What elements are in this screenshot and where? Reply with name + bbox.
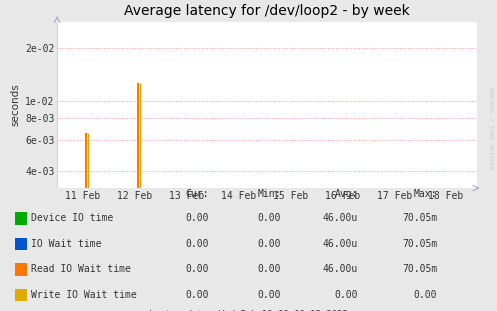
Text: 0.00: 0.00 — [257, 264, 281, 274]
Y-axis label: seconds: seconds — [11, 84, 21, 126]
Text: 0.00: 0.00 — [257, 239, 281, 249]
Text: 70.05m: 70.05m — [402, 239, 437, 249]
Text: 46.00u: 46.00u — [323, 264, 358, 274]
Text: 0.00: 0.00 — [257, 213, 281, 223]
Text: 70.05m: 70.05m — [402, 264, 437, 274]
Text: Read IO Wait time: Read IO Wait time — [31, 264, 131, 274]
Text: 0.00: 0.00 — [414, 290, 437, 300]
Text: Write IO Wait time: Write IO Wait time — [31, 290, 137, 300]
Text: Max:: Max: — [414, 189, 437, 199]
Text: 0.00: 0.00 — [185, 290, 209, 300]
Text: IO Wait time: IO Wait time — [31, 239, 102, 249]
Text: 70.05m: 70.05m — [402, 213, 437, 223]
Title: Average latency for /dev/loop2 - by week: Average latency for /dev/loop2 - by week — [124, 4, 410, 18]
Text: 0.00: 0.00 — [257, 290, 281, 300]
Text: Last update: Wed Feb 19 08:00:13 2025: Last update: Wed Feb 19 08:00:13 2025 — [149, 310, 348, 311]
Text: 0.00: 0.00 — [185, 213, 209, 223]
Text: 0.00: 0.00 — [185, 264, 209, 274]
Text: 0.00: 0.00 — [334, 290, 358, 300]
Text: 46.00u: 46.00u — [323, 213, 358, 223]
Text: Device IO time: Device IO time — [31, 213, 113, 223]
Text: 46.00u: 46.00u — [323, 239, 358, 249]
Text: Min:: Min: — [257, 189, 281, 199]
Text: 0.00: 0.00 — [185, 239, 209, 249]
Text: RRDTOOL / TOBI OETIKER: RRDTOOL / TOBI OETIKER — [489, 87, 494, 169]
Text: Avg:: Avg: — [334, 189, 358, 199]
Text: Cur:: Cur: — [185, 189, 209, 199]
